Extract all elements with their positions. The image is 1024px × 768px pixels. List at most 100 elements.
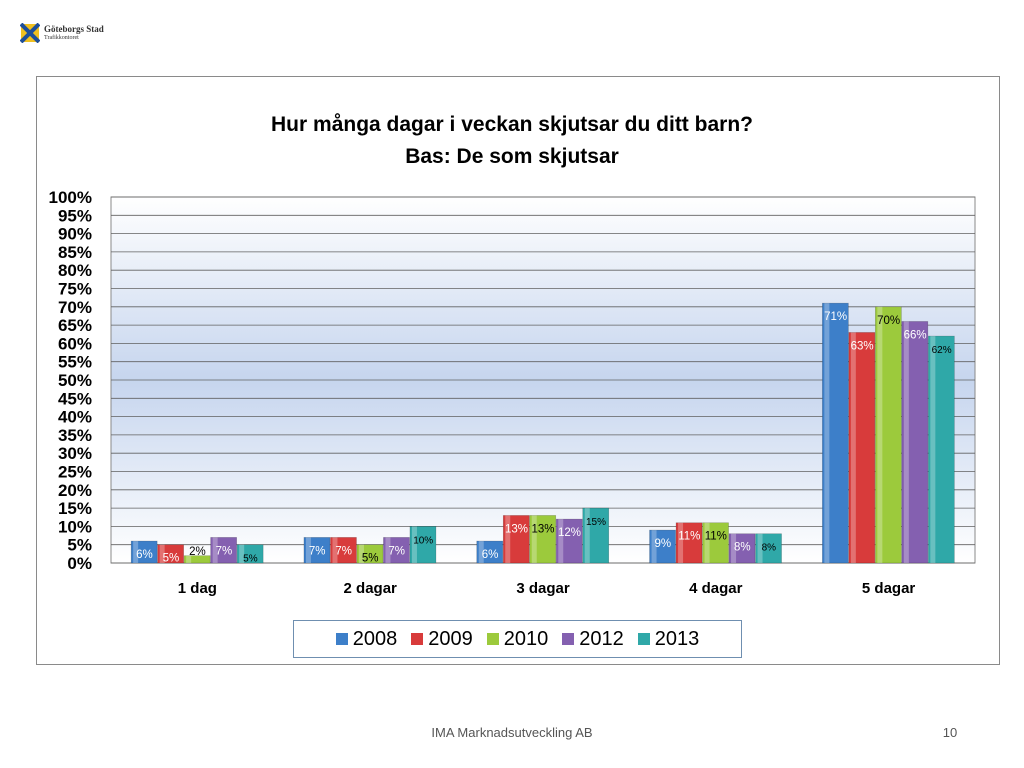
bar-highlight (877, 306, 883, 563)
legend-label: 2009 (428, 627, 473, 650)
bar-highlight (159, 544, 165, 563)
data-label: 11% (705, 531, 727, 543)
data-label: 71% (824, 311, 847, 323)
bar-highlight (704, 522, 710, 563)
legend-swatch (411, 633, 424, 645)
y-tick-label: 30% (58, 444, 92, 463)
legend-swatch (562, 633, 575, 645)
data-label: 7% (309, 545, 326, 557)
y-tick-label: 65% (58, 316, 92, 335)
data-label: 15% (586, 517, 606, 528)
chart-legend: 2008 2009 2010 2012 2013 (293, 620, 742, 658)
y-tick-label: 85% (58, 243, 92, 262)
legend-item: 2008 (335, 627, 398, 651)
bar-highlight (133, 541, 139, 563)
bar (649, 529, 676, 564)
bar-highlight (332, 537, 338, 563)
goteborgs-stad-logo: Göteborgs Stad Trafikkontoret (20, 22, 104, 44)
city-crest-icon (20, 23, 40, 43)
bar-highlight (212, 537, 218, 563)
bar-highlight (505, 515, 511, 563)
data-label: 13% (505, 523, 528, 535)
bar (822, 302, 849, 564)
data-label: 63% (851, 340, 874, 352)
bar-highlight (358, 544, 364, 563)
bar (210, 537, 237, 564)
data-label: 5% (243, 554, 258, 565)
data-label: 6% (482, 549, 499, 561)
data-label: 11% (678, 531, 700, 543)
data-label: 66% (904, 329, 927, 341)
bar-highlight (850, 332, 856, 563)
y-tick-label: 45% (58, 389, 92, 408)
data-label: 70% (877, 315, 900, 327)
bar-highlight (903, 321, 909, 563)
bar (755, 533, 782, 564)
y-tick-label: 60% (58, 334, 92, 353)
footer-company: IMA Marknadsutveckling AB (431, 725, 593, 740)
bar (130, 540, 158, 564)
y-tick-label: 70% (58, 298, 92, 317)
data-label: 9% (654, 538, 671, 550)
bar-highlight (239, 544, 245, 563)
legend-item: 2009 (411, 628, 473, 651)
legend-label: 2008 (352, 627, 398, 650)
data-label: 5% (163, 553, 180, 565)
data-label: 6% (136, 549, 153, 561)
x-tick-label: 3 dagar (516, 580, 570, 597)
legend-swatch (637, 633, 650, 645)
data-label: 8% (734, 542, 751, 554)
bar (848, 332, 876, 564)
y-tick-label: 80% (58, 261, 92, 280)
bar-highlight (531, 515, 537, 563)
legend-item: 2010 (486, 628, 548, 651)
bar (702, 522, 729, 564)
y-tick-label: 35% (58, 426, 92, 445)
y-tick-label: 50% (58, 371, 92, 390)
page-number: 10 (942, 725, 958, 740)
data-label: 8% (762, 543, 777, 554)
x-tick-label: 1 dag (178, 580, 217, 597)
bar-highlight (584, 508, 590, 563)
bar-highlight (678, 522, 684, 563)
bar-highlight (558, 519, 564, 563)
data-label: 7% (388, 545, 405, 557)
bar (875, 306, 902, 564)
bar (409, 526, 437, 564)
logo-name: Göteborgs Stad (44, 24, 104, 34)
legend-item: 2013 (637, 627, 700, 651)
legend-label: 2012 (579, 627, 624, 650)
bar (502, 515, 530, 564)
bar-highlight (824, 303, 830, 563)
y-tick-label: 95% (58, 206, 92, 225)
data-label: 12% (558, 527, 581, 539)
data-label: 5% (362, 553, 379, 565)
data-label: 62% (932, 345, 952, 356)
bar (928, 335, 955, 564)
y-tick-label: 90% (58, 225, 92, 244)
data-label: 13% (531, 523, 554, 535)
y-tick-label: 40% (58, 408, 92, 427)
bar-highlight (411, 526, 417, 563)
bar-highlight (731, 533, 737, 563)
data-label: 10% (413, 535, 433, 546)
bar (183, 555, 211, 564)
y-tick-label: 25% (58, 463, 92, 482)
bar (728, 533, 756, 564)
y-tick-label: 55% (58, 353, 92, 372)
bar (582, 507, 610, 564)
data-label: 7% (216, 545, 233, 557)
bar (356, 544, 384, 564)
legend-swatch (335, 633, 348, 645)
logo-subtitle: Trafikkontoret (44, 35, 79, 41)
y-tick-label: 20% (58, 481, 92, 500)
y-tick-label: 0% (67, 554, 92, 573)
y-tick-label: 15% (58, 499, 92, 518)
bar (330, 537, 357, 564)
bar (383, 537, 410, 564)
data-label: 7% (335, 545, 352, 557)
bar (529, 515, 557, 564)
legend-label: 2013 (654, 627, 700, 650)
bar-highlight (930, 336, 936, 563)
y-tick-label: 75% (58, 280, 92, 299)
